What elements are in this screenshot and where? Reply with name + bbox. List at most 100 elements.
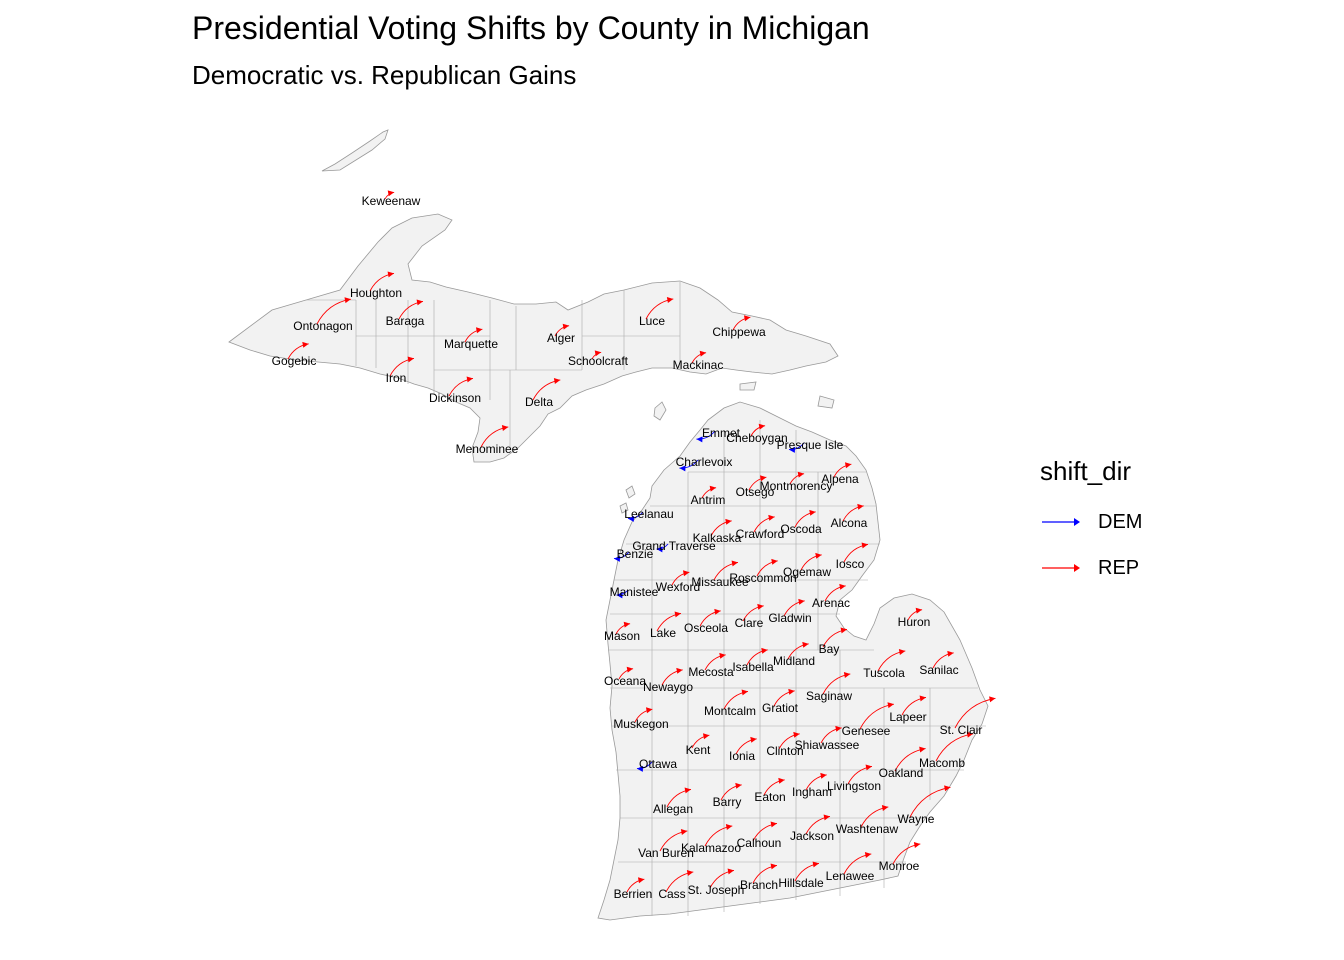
county-label-washtenaw: Washtenaw <box>836 822 899 836</box>
arrowhead-clare <box>757 603 764 610</box>
county-label-wexford: Wexford <box>656 580 700 594</box>
arrowhead-benzie <box>613 555 621 562</box>
arrowhead-dickinson <box>466 376 473 383</box>
arrowhead-oakland <box>919 746 926 753</box>
county-label-roscommon: Roscommon <box>729 571 796 585</box>
arrowhead-gladwin <box>798 598 805 605</box>
county-label-ogemaw: Ogemaw <box>783 565 831 579</box>
arrowhead-cheboygan <box>758 423 766 430</box>
arrowhead-genesee <box>887 702 894 709</box>
arrowhead-ottawa <box>636 765 644 772</box>
county-label-monroe: Monroe <box>879 859 920 873</box>
county-label-allegan: Allegan <box>653 802 693 816</box>
county-label-iosco: Iosco <box>836 557 865 571</box>
county-label-dickinson: Dickinson <box>429 391 481 405</box>
arrowhead-wexford <box>682 570 690 577</box>
county-label-midland: Midland <box>773 654 815 668</box>
arrowhead-emmet <box>696 436 703 443</box>
county-label-alger: Alger <box>547 331 575 345</box>
beaver-island <box>653 401 667 421</box>
south-manitou-island <box>619 502 629 514</box>
legend-arrow-dem <box>1042 518 1080 526</box>
arrowhead-chippewa <box>743 315 751 322</box>
county-label-mason: Mason <box>604 629 640 643</box>
arrowhead-arenac <box>839 583 846 590</box>
county-label-marquette: Marquette <box>444 337 498 351</box>
arrowhead-oceana <box>626 666 634 673</box>
county-label-clinton: Clinton <box>766 744 803 758</box>
county-label-jackson: Jackson <box>790 829 834 843</box>
arrowhead-van-buren <box>680 829 688 835</box>
arrowhead-leelanau <box>627 515 635 522</box>
county-label-montcalm: Montcalm <box>704 704 756 718</box>
county-label-st-clair: St. Clair <box>940 723 983 737</box>
county-label-genesee: Genesee <box>842 724 891 738</box>
county-label-oakland: Oakland <box>879 766 924 780</box>
county-label-houghton: Houghton <box>350 286 402 300</box>
arrowhead-lake <box>674 611 681 618</box>
county-label-presque-isle: Presque Isle <box>777 438 844 452</box>
county-label-livingston: Livingston <box>827 779 881 793</box>
arrowhead-bay <box>840 627 847 634</box>
arrowhead-keweenaw <box>387 190 395 197</box>
arrowhead-luce <box>666 297 674 303</box>
arrowhead-isabella <box>761 647 768 654</box>
arrowhead-gratiot <box>788 688 795 695</box>
county-label-cheboygan: Cheboygan <box>726 431 787 445</box>
arrowhead-grand-traverse <box>656 546 663 553</box>
arrowhead-ingham <box>820 772 827 779</box>
arrowhead-allegan <box>684 787 691 794</box>
legend-label-rep: REP <box>1098 556 1140 579</box>
county-label-alpena: Alpena <box>821 472 859 486</box>
arrowhead-berrien <box>637 877 645 884</box>
county-label-baraga: Baraga <box>386 314 425 328</box>
arrowhead-newaygo <box>676 667 683 674</box>
county-label-calhoun: Calhoun <box>737 836 782 850</box>
arrowhead-st-clair <box>989 696 996 703</box>
arrowhead-kent <box>702 733 710 740</box>
arrowhead-midland <box>802 641 809 648</box>
arrowhead-lenawee <box>864 852 872 858</box>
county-label-missaukee: Missaukee <box>691 575 749 589</box>
arrowhead-jackson <box>823 814 830 821</box>
arrowhead-baraga <box>416 299 423 306</box>
arrowhead-muskegon <box>645 707 653 714</box>
arrowhead-kalkaska <box>725 518 732 525</box>
bois-blanc-island <box>739 381 757 391</box>
county-label-hillsdale: Hillsdale <box>778 876 824 890</box>
arrowhead-lapeer <box>919 695 926 702</box>
arrowhead-marquette <box>475 327 483 334</box>
county-label-sanilac: Sanilac <box>919 663 958 677</box>
county-label-van-buren: Van Buren <box>638 846 694 860</box>
drummond-island <box>817 395 835 409</box>
county-label-oceana: Oceana <box>604 674 646 688</box>
arrowhead-tuscola <box>898 649 906 655</box>
arrowhead-iron <box>407 356 414 363</box>
county-label-lenawee: Lenawee <box>826 869 875 883</box>
arrowhead-st-joseph <box>727 868 734 875</box>
county-label-mackinac: Mackinac <box>673 358 724 372</box>
arrowhead-presque-isle <box>788 446 796 453</box>
arrowhead-cass <box>686 870 694 876</box>
legend-label-dem: DEM <box>1098 510 1143 533</box>
chart-subtitle: Democratic vs. Republican Gains <box>192 60 577 90</box>
arrowhead-iosco <box>861 542 868 549</box>
county-label-keweenaw: Keweenaw <box>362 194 421 208</box>
county-label-st-joseph: St. Joseph <box>688 883 745 897</box>
arrowhead-huron <box>915 607 923 614</box>
arrowhead-charlevoix <box>679 465 686 472</box>
arrowhead-menominee <box>501 425 509 431</box>
county-label-muskegon: Muskegon <box>613 717 668 731</box>
arrowhead-saginaw <box>843 672 851 678</box>
lower-peninsula <box>597 401 989 921</box>
arrowhead-monroe <box>913 842 921 848</box>
arrowhead-alpena <box>844 462 852 469</box>
arrowhead-osceola <box>714 608 721 615</box>
county-label-cass: Cass <box>658 887 685 901</box>
arrowhead-otsego <box>759 475 767 482</box>
county-label-isabella: Isabella <box>732 660 774 674</box>
arrowhead-shiawassee <box>835 725 842 732</box>
county-label-clare: Clare <box>735 616 764 630</box>
county-label-ingham: Ingham <box>792 785 832 799</box>
legend-item-rep: REP <box>1040 545 1142 591</box>
